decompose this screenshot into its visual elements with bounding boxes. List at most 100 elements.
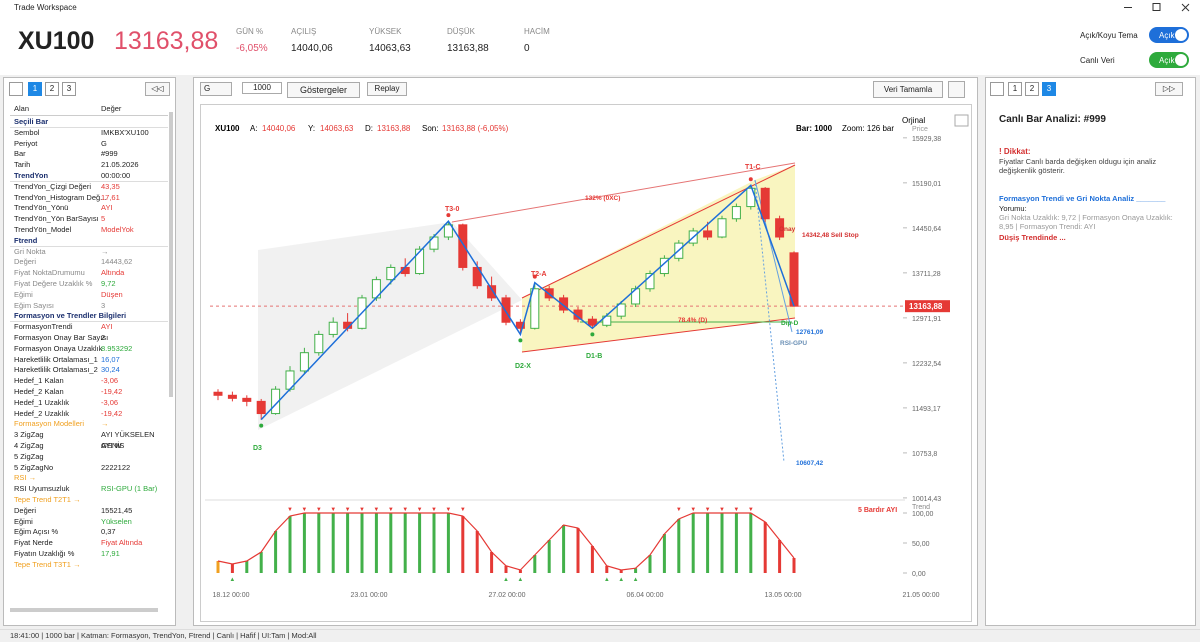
annotation: 132% (0XC) xyxy=(585,195,620,202)
candle-body xyxy=(775,218,785,238)
close[interactable] xyxy=(1181,3,1190,12)
signal-marker: ▼ xyxy=(330,507,336,513)
table-row: FormasyonTrendi AYI xyxy=(10,321,168,332)
info-key: D: xyxy=(365,124,373,133)
oscillator-bar xyxy=(763,522,767,573)
tab[interactable]: 3 xyxy=(1042,82,1056,96)
fullscreen-button[interactable] xyxy=(948,81,965,98)
tab[interactable]: 3 xyxy=(62,82,76,96)
field-value: 17,61 xyxy=(101,192,120,202)
panel-icon[interactable] xyxy=(9,82,23,96)
candle-body xyxy=(487,285,497,299)
stat-value: 14040,06 xyxy=(291,43,333,54)
stat-value: 0 xyxy=(524,43,530,54)
field-value: → xyxy=(101,246,109,256)
left-panel xyxy=(3,77,176,626)
signal-marker: ▼ xyxy=(316,507,322,513)
signal-marker: ▼ xyxy=(690,507,696,513)
complete-button[interactable]: Veri Tamamla xyxy=(873,81,943,98)
signal-marker: ▲ xyxy=(618,577,624,583)
annotation: 10607,42 xyxy=(796,460,823,467)
field-name: Tepe Trend T3T1 → xyxy=(14,559,81,569)
field-name: Formasyon Onay Bar Sayısı xyxy=(14,333,109,342)
signal-marker: ▼ xyxy=(431,507,437,513)
candle-body xyxy=(242,397,252,402)
stat-label: YÜKSEK xyxy=(369,27,402,36)
tab[interactable]: 2 xyxy=(1025,82,1039,96)
bar-count-input[interactable]: 1000 xyxy=(242,82,282,94)
panel-icon[interactable] xyxy=(990,82,1004,96)
candle-body xyxy=(213,391,223,396)
oscillator-bar xyxy=(432,513,436,573)
field-name: TrendYon_Çizgi Değeri xyxy=(14,181,91,191)
candle-body xyxy=(328,321,338,335)
oscillator-bar xyxy=(216,561,220,573)
pivot-dot xyxy=(446,213,451,218)
annotation: Onay xyxy=(779,226,796,233)
h-scrollbar[interactable] xyxy=(10,608,158,612)
field-name: Hedef_2 Uzaklık xyxy=(14,408,70,418)
field-name: Gri Nokta xyxy=(14,246,46,256)
x-tick-label: 23.01 00:00 xyxy=(351,592,388,599)
toggle-knob xyxy=(1175,29,1187,41)
oscillator-bar xyxy=(475,531,479,573)
chart-symbol: XU100 xyxy=(215,124,240,133)
tab[interactable]: 1 xyxy=(1008,82,1022,96)
window-controls[interactable] xyxy=(1110,0,1200,15)
oscillator-bar xyxy=(245,561,249,573)
signal-marker: ▼ xyxy=(719,507,725,513)
oscillator-bar xyxy=(734,513,738,573)
table-row: Eğim Sayısı 3 xyxy=(10,300,168,311)
oscillator-bar xyxy=(590,546,594,573)
field-name: Hareketlilik Ortalaması_2 xyxy=(14,365,98,375)
bar-info: Bar: 1000 xyxy=(796,124,833,133)
field-name: 5 ZigZag xyxy=(14,451,44,461)
candle-body xyxy=(227,394,237,399)
oscillator-bar xyxy=(792,558,796,573)
field-name: Değeri xyxy=(14,257,37,267)
table-row: Eğimi Düşen xyxy=(10,289,168,300)
table-row: Tarih 21.05.2026 00:00:00 xyxy=(10,159,168,180)
pivot-dot xyxy=(590,332,595,337)
indicators-button[interactable]: Göstergeler xyxy=(287,82,360,98)
field-name: FormasyonTrendi xyxy=(14,322,73,332)
table-header xyxy=(10,101,168,116)
replay-button[interactable]: Replay xyxy=(367,82,407,96)
y-tick-label: 100,00 xyxy=(912,511,934,518)
signal-marker: ▼ xyxy=(345,507,351,513)
section-title: TrendYon xyxy=(14,171,49,180)
oscillator-bar xyxy=(302,513,306,573)
tab[interactable]: 1 xyxy=(28,82,42,96)
annotation: D2-X xyxy=(515,363,531,370)
channel-line xyxy=(451,162,796,223)
field-name: Hedef_1 Kalan xyxy=(14,376,64,386)
header xyxy=(0,15,1200,75)
oscillator-bar xyxy=(706,513,710,573)
scale-dropdown[interactable] xyxy=(954,114,969,127)
field-name: Eğim Açısı % xyxy=(14,527,59,537)
field-name: Eğimi xyxy=(14,516,33,526)
section-row: Seçili Bar xyxy=(10,116,168,128)
x-tick-label: 18.12 00:00 xyxy=(213,592,250,599)
field-value: 30,24 xyxy=(101,365,120,375)
window-title: Trade Workspace xyxy=(14,3,77,12)
annotation: 12761,09 xyxy=(796,329,823,336)
period-select[interactable]: G xyxy=(200,82,232,96)
field-name: Fiyatın Uzaklığı % xyxy=(14,549,75,558)
oscillator-bar xyxy=(634,568,638,573)
table-row: Fiyatın Uzaklığı % 17,91 xyxy=(10,548,168,559)
right-panel xyxy=(985,77,1196,626)
table-row: Formasyon Onay Bar Sayısı 2 xyxy=(10,332,168,343)
field-value: 43,35 xyxy=(101,181,120,191)
pivot-dot xyxy=(532,274,537,279)
analysis-title: Canlı Bar Analizi: #999 xyxy=(999,114,1106,125)
scrollbar[interactable] xyxy=(169,112,173,397)
field-value: 16,07 xyxy=(101,354,120,364)
maximize[interactable] xyxy=(1152,3,1161,11)
expand-button[interactable]: ▷▷ xyxy=(1155,82,1183,96)
field-name: Eğim Sayısı xyxy=(14,300,55,310)
tab[interactable]: 2 xyxy=(45,82,59,96)
field-value: AYI YÜKSELEN GENİS xyxy=(101,430,155,451)
collapse-button[interactable]: ◁◁ xyxy=(145,82,170,96)
